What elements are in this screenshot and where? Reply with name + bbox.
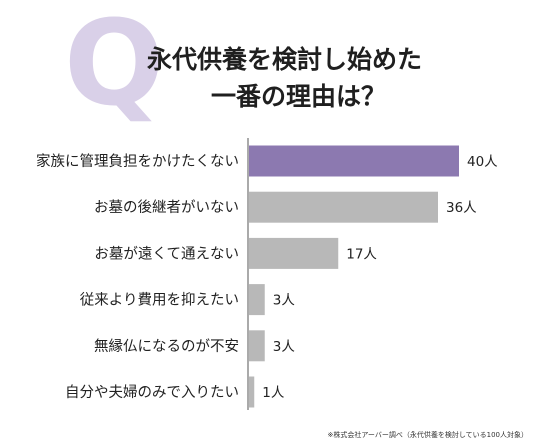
value-label-5: 1人 [262, 385, 285, 401]
bar-0 [249, 145, 459, 177]
category-label-2: お墓が遠くて通えない [94, 245, 239, 262]
bar-2 [249, 237, 339, 269]
category-label-0: 家族に管理負担をかけたくない [36, 153, 239, 170]
bar-1 [249, 191, 438, 223]
bar-4 [249, 330, 265, 362]
value-label-4: 3人 [273, 339, 296, 355]
value-label-0: 40人 [467, 154, 498, 170]
category-label-4: 無縁仏になるのが不安 [94, 338, 239, 355]
chart-title-line-1: 永代供養を検討し始めた [147, 45, 423, 74]
category-label-1: お墓の後継者がいない [94, 199, 239, 216]
category-label-5: 自分や夫婦のみで入りたい [65, 384, 239, 401]
value-label-1: 36人 [446, 200, 477, 216]
chart-title-line-2: 一番の理由は？ [211, 82, 387, 111]
value-label-2: 17人 [346, 246, 377, 262]
footnote: ※株式会社アーバー調べ（永代供養を検討している100人対象） [327, 431, 528, 439]
q-mark: Q [64, 0, 164, 132]
bar-3 [249, 284, 265, 316]
value-label-3: 3人 [273, 293, 296, 309]
bar-5 [249, 376, 255, 408]
category-label-3: 従来より費用を抑えたい [80, 292, 239, 309]
